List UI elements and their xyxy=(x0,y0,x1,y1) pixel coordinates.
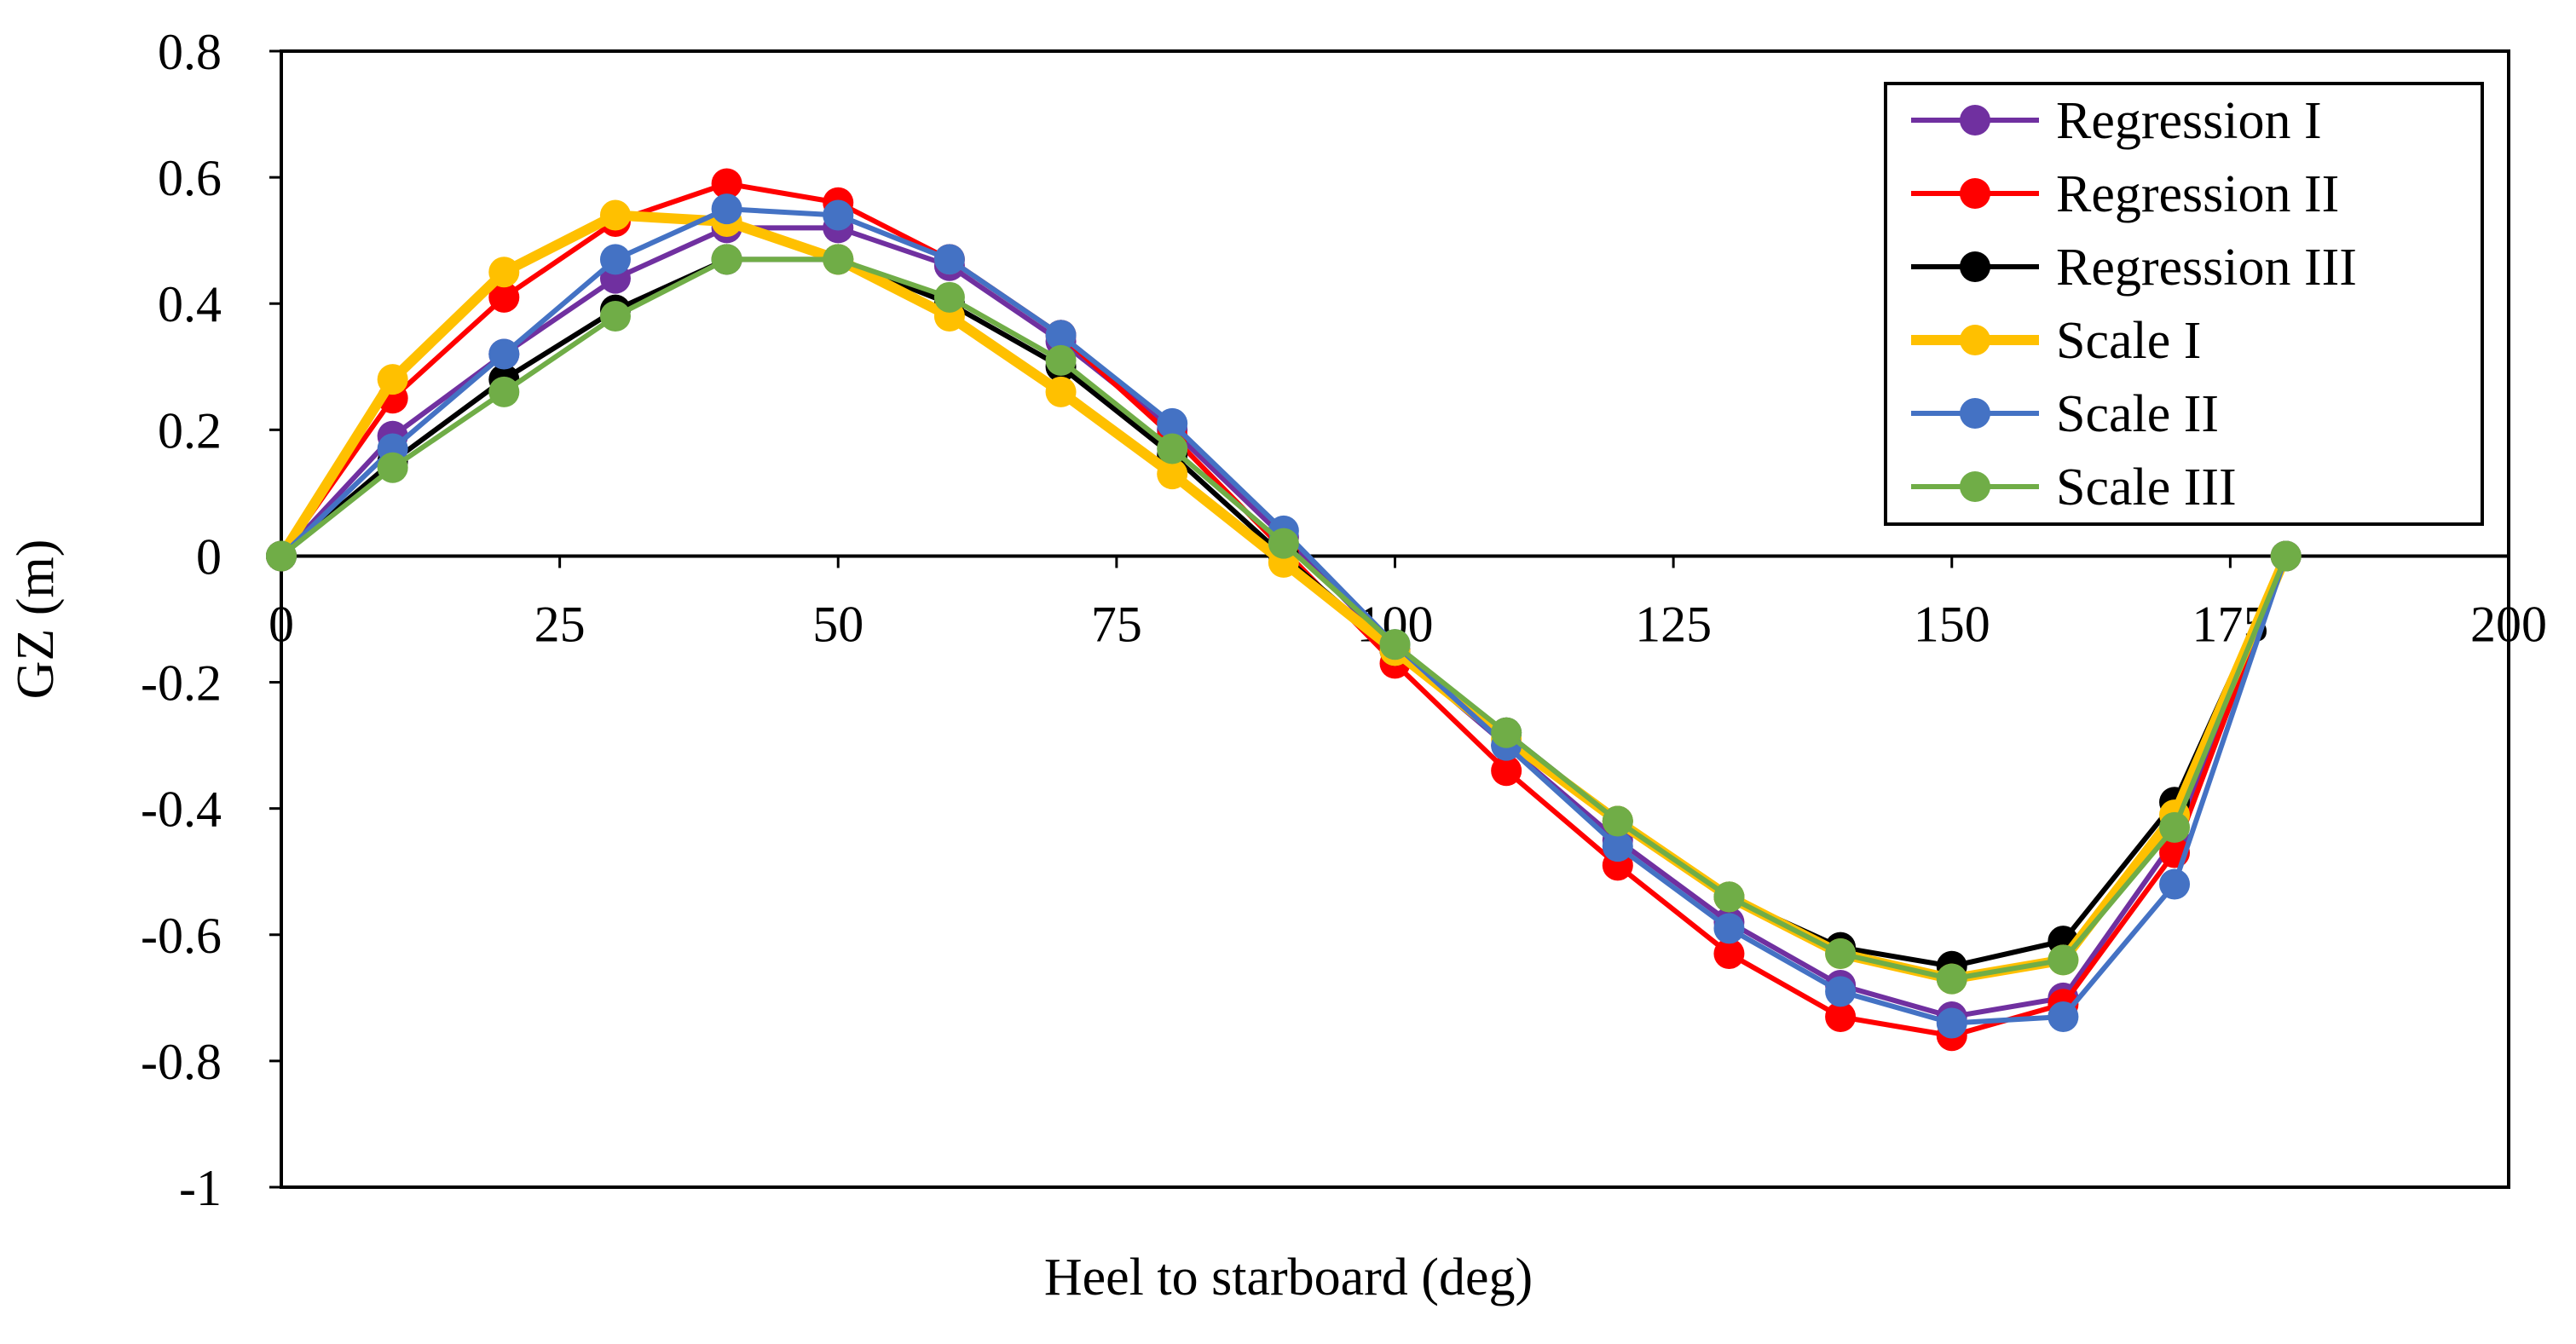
y-tick-label: 0 xyxy=(196,528,222,585)
data-point-scale-ii xyxy=(1157,407,1188,439)
data-point-scale-ii xyxy=(599,244,631,275)
x-tick-label: 25 xyxy=(534,596,586,652)
y-axis-title: GZ (m) xyxy=(7,539,65,700)
data-point-scale-ii xyxy=(1825,976,1857,1007)
legend-box xyxy=(1884,82,2484,526)
series-layer xyxy=(266,168,2302,1052)
legend-label: Scale II xyxy=(2056,385,2219,443)
data-point-scale-ii xyxy=(488,338,520,370)
data-point-scale-iii xyxy=(933,281,965,313)
data-point-scale-iii xyxy=(1379,629,1411,660)
x-tick-label: 150 xyxy=(1914,596,1990,652)
x-tick-label: 75 xyxy=(1091,596,1142,652)
data-point-scale-i xyxy=(488,257,520,288)
data-point-scale-iii xyxy=(2159,811,2191,843)
legend-swatch-marker xyxy=(1960,105,1990,136)
data-point-scale-i xyxy=(377,364,408,395)
data-point-scale-iii xyxy=(1045,344,1077,376)
data-point-scale-iii xyxy=(488,376,520,407)
x-tick-label: 50 xyxy=(812,596,863,652)
data-point-scale-iii xyxy=(1268,528,1299,559)
legend: Regression I Regression II Regression III S… xyxy=(1884,82,2484,526)
legend-swatch-marker xyxy=(1960,471,1990,502)
x-axis-title: Heel to starboard (deg) xyxy=(1044,1249,1533,1307)
data-point-regression-ii xyxy=(1491,755,1522,787)
legend-swatch-marker xyxy=(1960,325,1990,355)
data-point-scale-iii xyxy=(2048,944,2079,976)
data-point-scale-iii xyxy=(1713,881,1745,913)
y-tick-label: 0.4 xyxy=(158,276,222,332)
legend-swatch-marker xyxy=(1960,178,1990,209)
y-tick-label: 0.8 xyxy=(158,24,222,80)
data-point-scale-iii xyxy=(1825,937,1857,969)
legend-item-regression-ii: Regression II xyxy=(1911,165,2339,223)
data-point-regression-ii xyxy=(1713,937,1745,969)
data-point-scale-ii xyxy=(1045,320,1077,351)
legend-swatch-marker xyxy=(1960,251,1990,282)
data-point-scale-iii xyxy=(1602,805,1633,837)
data-point-scale-ii xyxy=(1936,1007,1967,1039)
y-tick-label: 0.2 xyxy=(158,402,222,459)
x-tick-label: 125 xyxy=(1635,596,1712,652)
data-point-scale-ii xyxy=(2048,1001,2079,1033)
data-point-scale-i xyxy=(1045,376,1077,407)
legend-label: Scale I xyxy=(2056,312,2201,370)
data-point-scale-ii xyxy=(1602,831,1633,862)
data-point-scale-iii xyxy=(711,244,742,275)
legend-item-scale-iii: Scale III xyxy=(1911,459,2237,516)
x-tick-label: 200 xyxy=(2470,596,2547,652)
legend-label: Regression I xyxy=(2056,92,2322,150)
data-point-scale-ii xyxy=(2159,868,2191,900)
y-tick-label: -0.4 xyxy=(141,782,222,838)
legend-label: Scale III xyxy=(2056,459,2237,516)
y-tick-label: -0.6 xyxy=(141,908,222,964)
data-point-regression-ii xyxy=(711,168,742,199)
legend-item-scale-i: Scale I xyxy=(1911,312,2201,370)
data-point-regression-ii xyxy=(488,281,520,313)
data-point-scale-ii xyxy=(933,244,965,275)
data-point-regression-ii xyxy=(1825,1001,1857,1033)
data-point-scale-iii xyxy=(1157,433,1188,464)
x-tick-label: 0 xyxy=(269,596,294,652)
data-point-scale-iii xyxy=(1936,963,1967,995)
legend-item-regression-iii: Regression III xyxy=(1911,239,2357,297)
legend-label: Regression II xyxy=(2056,165,2339,223)
data-point-scale-i xyxy=(1157,459,1188,490)
data-point-scale-iii xyxy=(377,452,408,483)
y-tick-label: -0.8 xyxy=(141,1034,222,1090)
legend-swatch-marker xyxy=(1960,398,1990,429)
series-scale-iii xyxy=(266,244,2302,995)
data-point-scale-ii xyxy=(711,193,742,225)
y-tick-label: -0.2 xyxy=(141,655,222,712)
y-tick-label: -1 xyxy=(179,1160,222,1216)
data-point-scale-i xyxy=(599,199,631,231)
data-point-scale-iii xyxy=(2270,540,2302,572)
data-point-scale-ii xyxy=(823,199,854,231)
data-point-scale-iii xyxy=(266,540,297,572)
data-point-scale-iii xyxy=(823,244,854,275)
y-tick-label: 0.6 xyxy=(158,150,222,206)
data-point-scale-iii xyxy=(1491,717,1522,748)
legend-item-scale-ii: Scale II xyxy=(1911,385,2219,443)
legend-label: Regression III xyxy=(2056,239,2357,297)
legend-item-regression-i: Regression I xyxy=(1911,92,2322,150)
data-point-scale-ii xyxy=(1713,913,1745,944)
data-point-scale-iii xyxy=(599,301,631,332)
